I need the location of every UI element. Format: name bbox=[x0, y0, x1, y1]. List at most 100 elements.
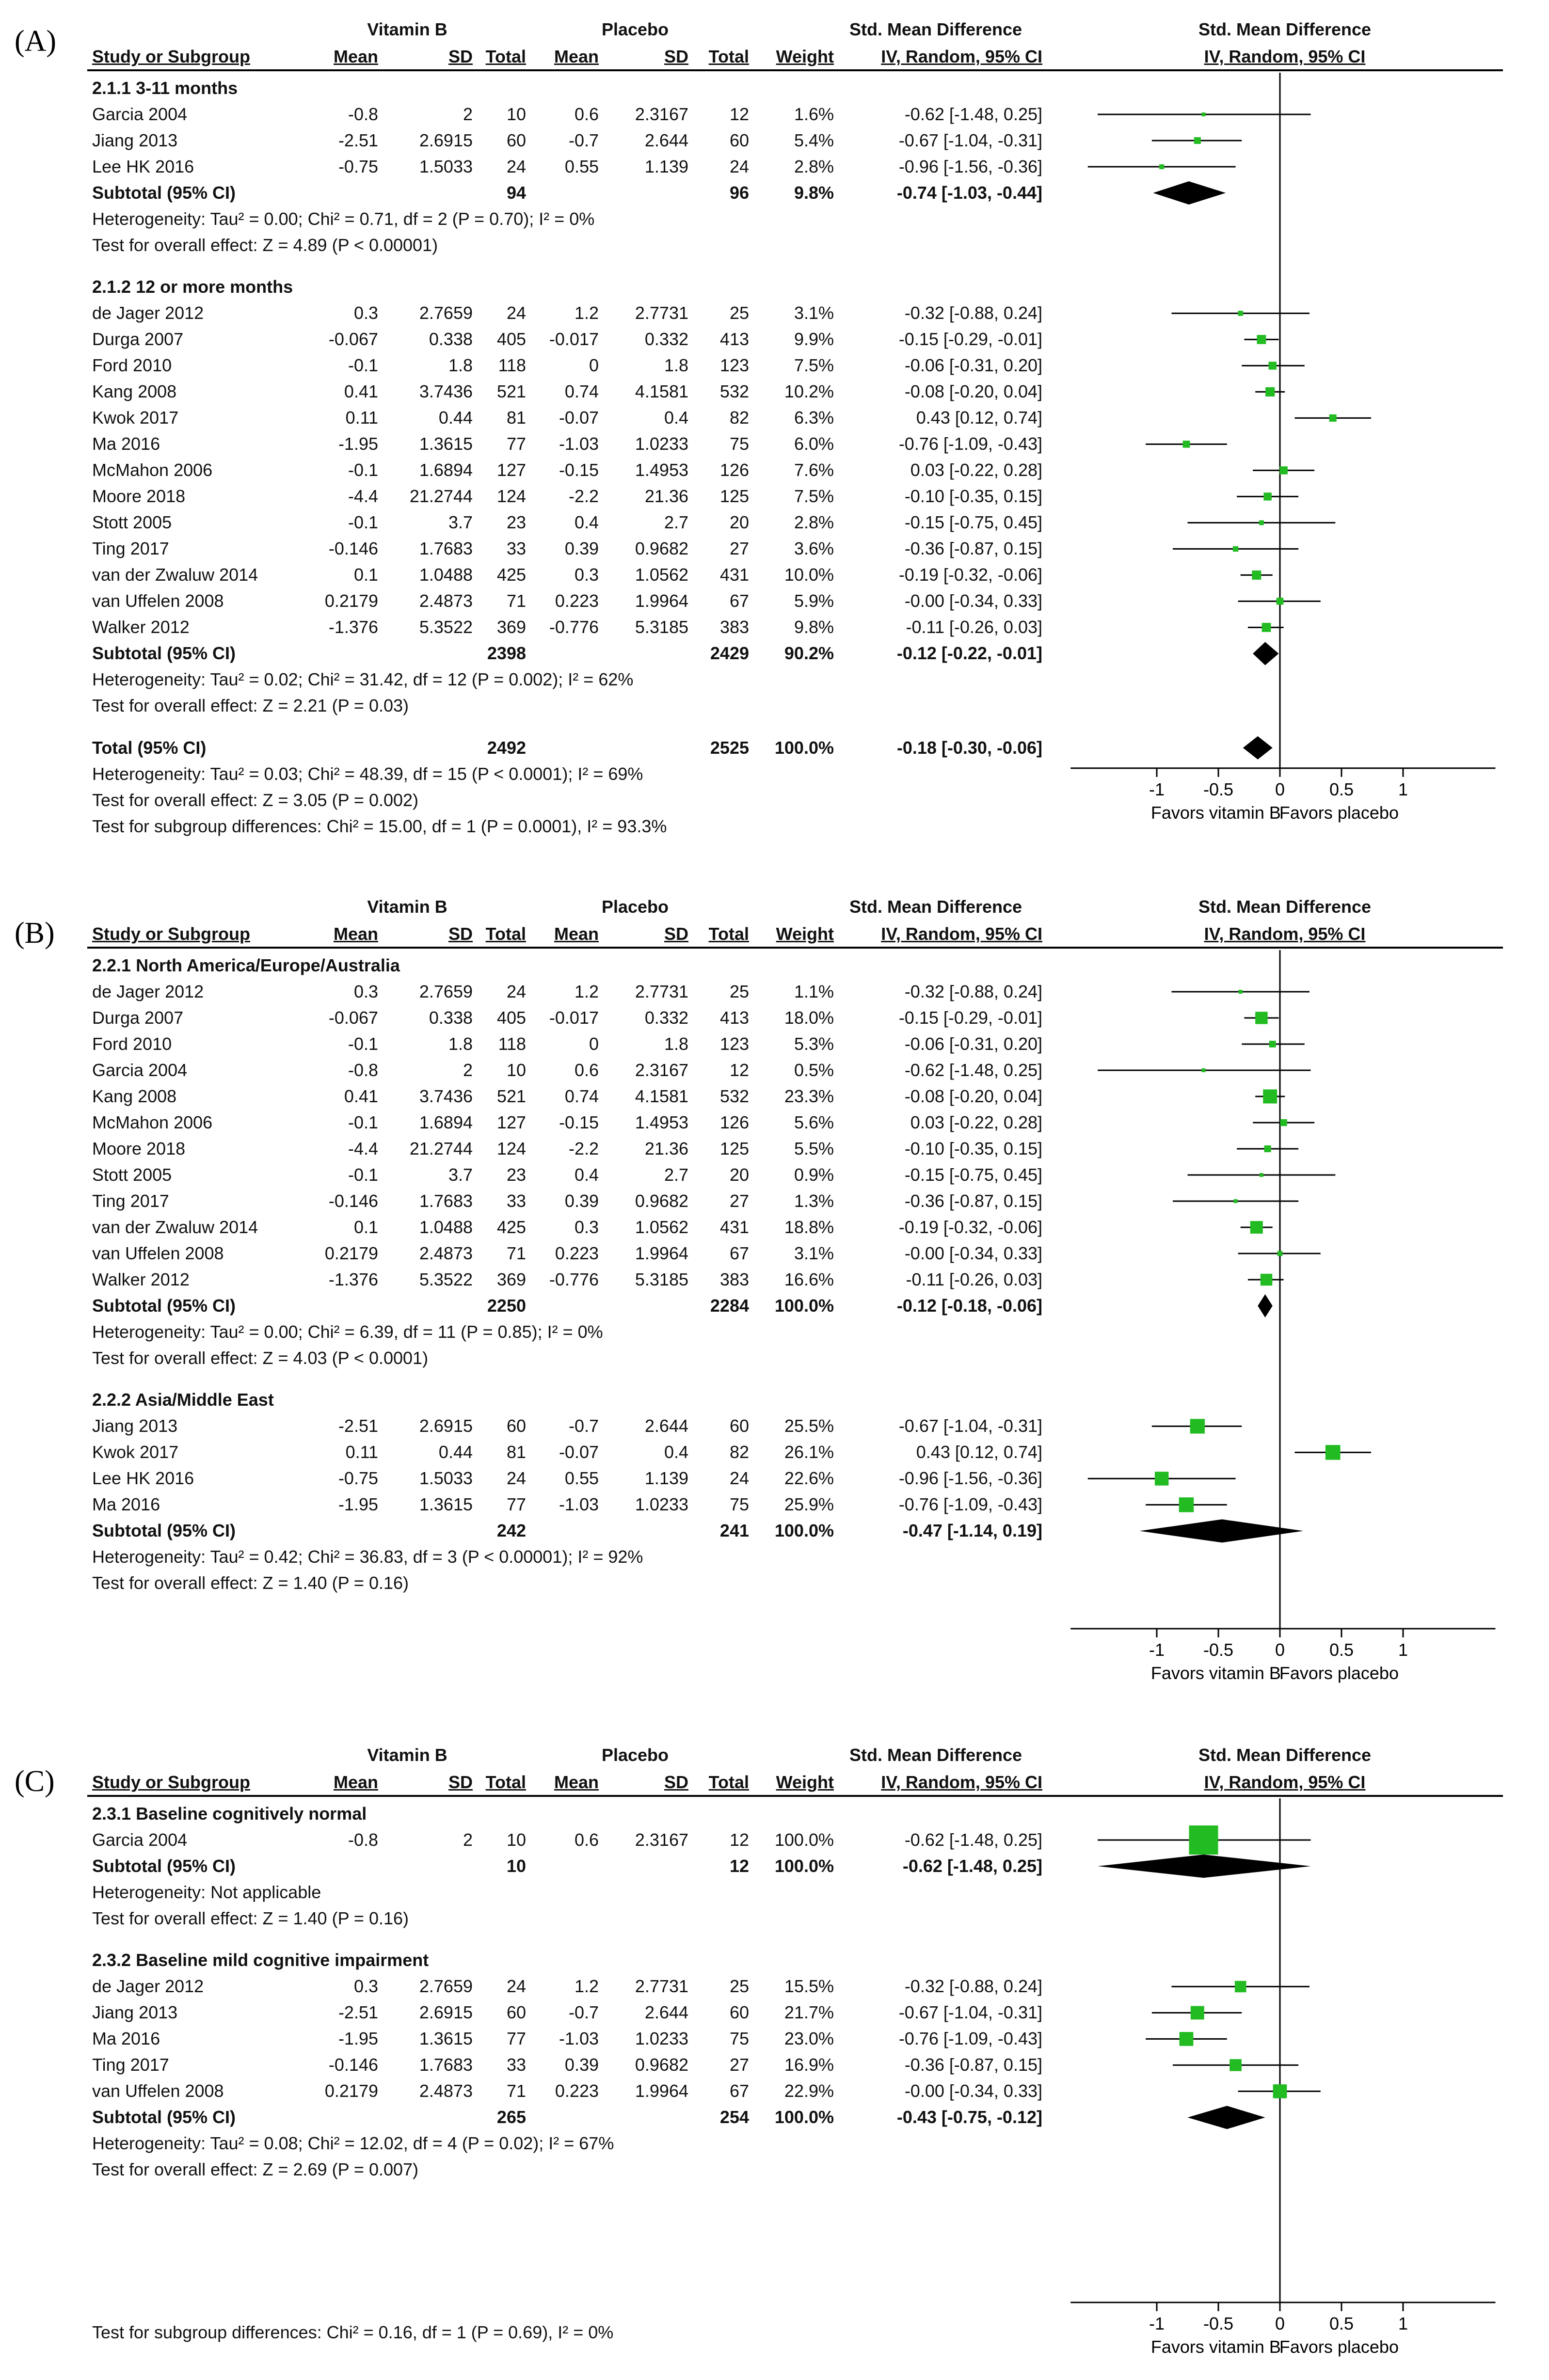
subtotal-ci: -0.62 [-1.48, 0.25] bbox=[902, 1856, 1042, 1876]
x-tick-label: 1 bbox=[1398, 2314, 1408, 2333]
pooled-diamond bbox=[1139, 1519, 1304, 1543]
effect-square bbox=[1194, 137, 1201, 144]
study-mean-1: -1.376 bbox=[328, 617, 378, 637]
x-tick-label: -0.5 bbox=[1203, 1640, 1233, 1660]
subgroup-note: Heterogeneity: Tau² = 0.00; Chi² = 0.71,… bbox=[92, 209, 595, 229]
study-total-2: 75 bbox=[729, 2029, 749, 2049]
study-ci: -0.62 [-1.48, 0.25] bbox=[904, 1060, 1042, 1080]
study-mean-2: -1.03 bbox=[559, 2029, 599, 2049]
study-mean-1: -0.1 bbox=[348, 1165, 378, 1185]
subgroup-note: Test for overall effect: Z = 4.03 (P < 0… bbox=[92, 1348, 429, 1368]
study-name: Garcia 2004 bbox=[92, 104, 188, 124]
study-mean-2: 0.6 bbox=[574, 104, 599, 124]
header-rule bbox=[87, 69, 1503, 71]
study-ci: -0.19 [-0.32, -0.06] bbox=[898, 1217, 1042, 1237]
subgroup-title: 2.3.1 Baseline cognitively normal bbox=[92, 1804, 367, 1824]
subgroup-title: 2.1.2 12 or more months bbox=[92, 277, 293, 297]
study-weight: 5.5% bbox=[794, 1139, 834, 1158]
study-total-1: 124 bbox=[496, 1139, 526, 1158]
study-weight: 6.0% bbox=[794, 434, 834, 454]
study-total-2: 82 bbox=[729, 408, 749, 428]
effect-square bbox=[1280, 1119, 1287, 1127]
study-sd-2: 1.0562 bbox=[635, 1217, 688, 1237]
study-weight: 5.9% bbox=[794, 591, 834, 611]
study-sd-1: 1.3615 bbox=[419, 2029, 473, 2049]
study-mean-1: -1.376 bbox=[328, 1269, 378, 1289]
effect-square bbox=[1201, 1068, 1206, 1072]
study-mean-1: 0.41 bbox=[344, 1086, 378, 1106]
study-total-2: 125 bbox=[719, 1139, 749, 1158]
study-ci: -0.08 [-0.20, 0.04] bbox=[904, 1086, 1042, 1106]
study-total-1: 118 bbox=[498, 355, 526, 376]
study-total-1: 369 bbox=[496, 1269, 526, 1289]
study-name: Ting 2017 bbox=[92, 2055, 169, 2075]
study-ci: -0.11 [-0.26, 0.03] bbox=[906, 1269, 1042, 1289]
study-total-1: 425 bbox=[496, 565, 526, 585]
study-name: Ford 2010 bbox=[92, 1034, 172, 1054]
study-mean-1: -1.95 bbox=[338, 1494, 378, 1515]
study-total-2: 60 bbox=[729, 130, 749, 150]
x-tick-label: 0.5 bbox=[1329, 779, 1354, 799]
study-mean-2: 0.223 bbox=[555, 591, 599, 611]
group2-header: Placebo bbox=[601, 1745, 669, 1765]
study-mean-2: 0.3 bbox=[574, 565, 599, 585]
study-total-1: 77 bbox=[506, 434, 526, 454]
study-mean-1: -0.1 bbox=[348, 460, 378, 480]
study-ci: -0.06 [-0.31, 0.20] bbox=[904, 1034, 1042, 1054]
smd-header-table: Std. Mean Difference bbox=[849, 897, 1022, 917]
study-total-2: 25 bbox=[729, 982, 749, 1001]
study-name: Lee HK 2016 bbox=[92, 1468, 194, 1489]
effect-square bbox=[1268, 362, 1277, 370]
study-total-2: 67 bbox=[729, 1243, 749, 1263]
col-total-2: Total bbox=[708, 47, 749, 66]
x-tick-label: -0.5 bbox=[1203, 779, 1233, 799]
study-mean-2: -0.776 bbox=[549, 617, 599, 637]
study-weight: 18.8% bbox=[784, 1217, 834, 1237]
smd-header-plot: Std. Mean Difference bbox=[1198, 897, 1372, 917]
subtotal-total-1: 10 bbox=[506, 1856, 526, 1876]
col-ci-plot: IV, Random, 95% CI bbox=[1204, 1772, 1366, 1792]
study-sd-1: 2 bbox=[463, 1060, 473, 1080]
effect-square bbox=[1259, 520, 1264, 525]
effect-square bbox=[1276, 598, 1284, 605]
subtotal-weight: 100.0% bbox=[774, 1296, 834, 1316]
col-ci-table: IV, Random, 95% CI bbox=[881, 924, 1042, 944]
subgroup-title: 2.2.2 Asia/Middle East bbox=[92, 1390, 274, 1410]
study-total-1: 24 bbox=[506, 982, 526, 1001]
study-weight: 16.9% bbox=[784, 2055, 834, 2075]
study-name: McMahon 2006 bbox=[92, 1112, 213, 1132]
study-name: van Uffelen 2008 bbox=[92, 1243, 224, 1263]
col-sd-2: SD bbox=[664, 924, 688, 944]
study-weight: 100.0% bbox=[774, 1830, 834, 1850]
study-total-2: 20 bbox=[729, 1165, 749, 1185]
pooled-diamond bbox=[1253, 642, 1279, 666]
subtotal-label: Subtotal (95% CI) bbox=[92, 1296, 236, 1316]
study-sd-1: 1.8 bbox=[448, 355, 473, 376]
effect-square bbox=[1255, 1012, 1268, 1024]
study-mean-1: 0.1 bbox=[353, 1217, 378, 1237]
study-ci: -0.62 [-1.48, 0.25] bbox=[904, 104, 1042, 124]
study-sd-1: 2.4873 bbox=[419, 2081, 473, 2101]
effect-square bbox=[1154, 1472, 1169, 1486]
study-mean-2: 0.39 bbox=[564, 539, 599, 559]
study-weight: 5.3% bbox=[794, 1034, 834, 1054]
study-sd-2: 1.139 bbox=[644, 157, 688, 176]
subtotal-weight: 100.0% bbox=[774, 2107, 834, 2127]
study-total-2: 12 bbox=[729, 104, 749, 124]
study-ci: 0.43 [0.12, 0.74] bbox=[916, 408, 1042, 428]
study-mean-1: 0.1 bbox=[353, 565, 378, 585]
study-sd-2: 4.1581 bbox=[635, 1086, 688, 1106]
pooled-diamond bbox=[1153, 181, 1226, 205]
study-ci: -0.76 [-1.09, -0.43] bbox=[898, 434, 1042, 454]
study-mean-1: -0.1 bbox=[348, 1034, 378, 1054]
study-mean-1: -0.8 bbox=[348, 1830, 378, 1850]
x-tick-label: -1 bbox=[1149, 779, 1165, 799]
study-ci: -0.76 [-1.09, -0.43] bbox=[898, 1494, 1042, 1515]
study-ci: -0.32 [-0.88, 0.24] bbox=[904, 303, 1042, 323]
study-total-2: 27 bbox=[729, 539, 749, 559]
study-total-1: 10 bbox=[506, 1060, 526, 1080]
study-total-2: 60 bbox=[729, 1416, 749, 1436]
study-sd-2: 0.4 bbox=[664, 408, 688, 428]
study-sd-2: 2.7731 bbox=[635, 303, 688, 323]
study-total-1: 405 bbox=[496, 1008, 526, 1028]
